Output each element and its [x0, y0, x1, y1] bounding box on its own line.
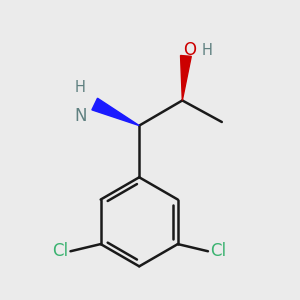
Text: O: O — [183, 41, 196, 59]
Text: H: H — [75, 80, 86, 95]
Polygon shape — [181, 56, 191, 100]
Text: N: N — [74, 107, 87, 125]
Text: Cl: Cl — [52, 242, 68, 260]
Text: Cl: Cl — [210, 242, 226, 260]
Text: H: H — [202, 43, 213, 58]
Polygon shape — [92, 98, 139, 126]
